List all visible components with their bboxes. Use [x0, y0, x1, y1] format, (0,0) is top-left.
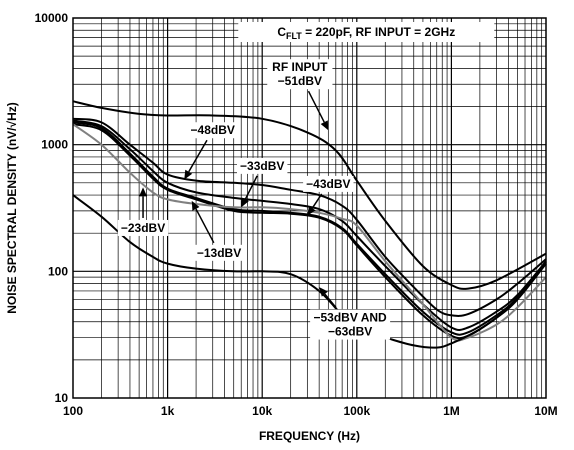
x-tick-label: 10k — [252, 404, 272, 418]
annotation-arrowhead — [241, 197, 249, 208]
y-tick-label: 1000 — [41, 138, 68, 152]
annotation-background — [187, 122, 238, 139]
annotation-arrow-line — [307, 90, 325, 123]
annotation-label: −53dBV AND — [313, 311, 387, 325]
y-tick-label: 10000 — [35, 11, 69, 25]
title-background — [238, 22, 495, 42]
annotation-background — [267, 59, 333, 90]
annotations: RF INPUT−51dBV −48dBV −33dBV −43dBV −23dBV −1… — [117, 59, 391, 340]
annotation-label: −51dBV — [278, 74, 322, 88]
annotation-background — [303, 175, 354, 192]
annotation-label: −23dBV — [121, 221, 165, 235]
plot-frame — [72, 17, 547, 399]
series-line-7 — [72, 194, 547, 349]
x-tick-label: 1k — [161, 404, 175, 418]
annotation-label: −43dBV — [306, 177, 350, 191]
x-tick-label: 100 — [63, 404, 83, 418]
annotation-arrowhead — [191, 200, 200, 211]
annotation-label: −33dBV — [240, 159, 284, 173]
x-tick-label: 100k — [343, 404, 370, 418]
annotation-arrowhead — [319, 287, 328, 297]
annotation-arrowhead — [320, 120, 329, 131]
annotation-arrowhead — [307, 205, 316, 216]
annotation-background — [117, 219, 169, 236]
title-main: C — [277, 25, 286, 39]
annotation-label: −63dBV — [328, 325, 372, 339]
annotation-background — [193, 244, 245, 261]
series-line-3 — [72, 119, 547, 331]
series-line-2 — [72, 117, 547, 317]
annotation-label: −48dBV — [191, 123, 235, 137]
title-box: CFLT = 220pF, RF INPUT = 2GHz — [238, 22, 495, 42]
annotation-arrow-line — [311, 193, 323, 209]
annotation-arrow-line — [188, 139, 208, 173]
y-tick-label: 10 — [55, 391, 69, 405]
x-tick-label: 1M — [443, 404, 460, 418]
x-tick-label: 10M — [534, 404, 557, 418]
y-axis-title: NOISE SPECTRAL DENSITY (nV/√Hz) — [5, 102, 19, 314]
title-rest: = 220pF, RF INPUT = 2GHz — [302, 25, 455, 39]
annotation-background — [237, 157, 288, 174]
annotation-label: −13dBV — [197, 246, 241, 260]
annotation-arrowhead — [139, 187, 148, 197]
chart-title: CFLT = 220pF, RF INPUT = 2GHz — [277, 25, 455, 41]
series-line-6 — [72, 123, 547, 342]
annotation-label: RF INPUT — [272, 60, 328, 74]
series-line-1 — [72, 100, 547, 290]
series-layer — [72, 100, 547, 349]
title-sub: FLT — [286, 31, 302, 41]
annotation-arrow-line — [324, 293, 337, 309]
x-axis-title: FREQUENCY (Hz) — [259, 429, 360, 443]
annotation-background — [310, 309, 391, 340]
y-tick-label: 100 — [48, 264, 68, 278]
annotation-arrowhead — [184, 169, 193, 180]
annotation-arrow-line — [244, 175, 258, 200]
annotation-arrow-line — [195, 208, 215, 244]
